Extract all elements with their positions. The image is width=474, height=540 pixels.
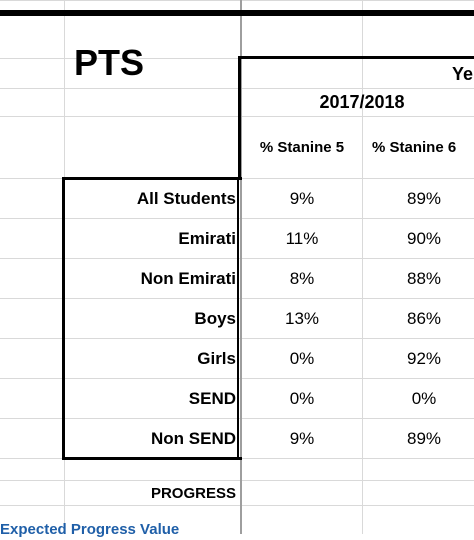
header-border-top <box>240 56 474 59</box>
header-border-left <box>238 56 241 180</box>
gridline <box>0 0 474 1</box>
cell-stanine-6[interactable]: 92% <box>406 349 442 368</box>
table-border-top <box>62 177 242 180</box>
cell-stanine-5[interactable]: 9% <box>289 189 315 208</box>
cell-stanine-5[interactable]: 0% <box>289 349 315 368</box>
period-header: 2017/2018 <box>319 91 405 112</box>
freeze-pane-divider[interactable] <box>240 0 242 534</box>
expected-progress-label[interactable]: Expected Progress Value <box>0 520 180 538</box>
gridline <box>0 480 474 481</box>
gridline <box>0 505 474 506</box>
table-border-right <box>237 177 239 460</box>
cell-stanine-5[interactable]: 9% <box>289 428 315 448</box>
row-label[interactable]: SEND <box>188 389 236 408</box>
row-label[interactable]: Emirati <box>178 229 236 248</box>
cell-stanine-6[interactable]: 86% <box>406 309 442 328</box>
cell-stanine-6[interactable]: 88% <box>406 269 442 288</box>
cell-stanine-6[interactable]: 90% <box>406 229 442 248</box>
cell-stanine-6[interactable]: 89% <box>406 189 442 208</box>
gridline <box>0 58 474 59</box>
cell-stanine-5[interactable]: 8% <box>289 269 315 288</box>
row-label[interactable]: Girls <box>197 349 236 368</box>
cell-stanine-5[interactable]: 11% <box>285 229 319 248</box>
cell-stanine-6[interactable]: 0% <box>411 389 437 408</box>
year-group-header: Ye <box>452 63 474 84</box>
top-border <box>0 10 474 16</box>
row-label[interactable]: All Students <box>136 189 236 208</box>
row-label[interactable]: Non Emirati <box>140 269 236 288</box>
table-border-bottom <box>62 457 242 460</box>
gridline <box>0 88 474 89</box>
table-border-left <box>62 177 65 460</box>
cell-stanine-6[interactable]: 89% <box>406 428 442 448</box>
cell-stanine-5[interactable]: 0% <box>289 389 315 408</box>
column-header-stanine-6: % Stanine 6 <box>372 138 457 156</box>
gridline <box>0 116 474 117</box>
row-label[interactable]: Boys <box>194 309 236 328</box>
column-header-stanine-5: % Stanine 5 <box>259 138 345 156</box>
progress-label[interactable]: PROGRESS <box>150 484 236 502</box>
cell-stanine-5[interactable]: 13% <box>284 309 320 328</box>
page-title: PTS <box>74 42 145 83</box>
gridline <box>362 0 363 534</box>
row-label[interactable]: Non SEND <box>151 428 236 448</box>
